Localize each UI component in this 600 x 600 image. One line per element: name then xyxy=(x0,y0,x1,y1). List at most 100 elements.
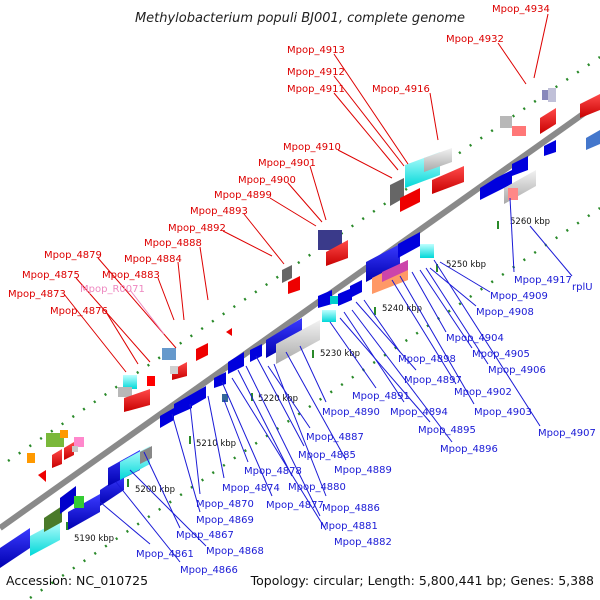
tick-label: 5190 kbp xyxy=(74,534,114,544)
gene-label-red: Mpop_4912 xyxy=(287,67,345,78)
gene-label-blue: Mpop_4867 xyxy=(176,530,234,541)
gene-label-blue: Mpop_4868 xyxy=(206,546,264,557)
gene-top xyxy=(27,453,35,463)
gene-label-red: Mpop_4899 xyxy=(214,190,272,201)
gene-label-red: Mpop_4876 xyxy=(50,306,108,317)
gene-label-blue: Mpop_4905 xyxy=(472,349,530,360)
gene-bottom xyxy=(586,130,600,150)
gene-label-red: Mpop_4934 xyxy=(492,4,550,15)
leader-line xyxy=(285,351,347,461)
gene-bottom xyxy=(420,244,434,258)
gene-label-blue: Mpop_4870 xyxy=(196,499,254,510)
leader-line xyxy=(355,301,417,371)
gene-top xyxy=(46,433,64,447)
accession-text: Accession: NC_010725 xyxy=(6,573,148,588)
leader-line xyxy=(105,311,139,365)
leader-line xyxy=(177,261,185,321)
leader-line xyxy=(533,13,549,79)
leader-line xyxy=(231,377,327,531)
gene-top xyxy=(424,148,452,172)
dotted-track-inner xyxy=(29,206,600,600)
gene-bottom xyxy=(398,232,420,258)
gene-top xyxy=(288,276,300,294)
gene-label-red: Mpop_4910 xyxy=(283,142,341,153)
gene-bottom xyxy=(508,188,518,200)
gene-top xyxy=(64,442,74,460)
gene-label-blue: Mpop_4908 xyxy=(476,307,534,318)
leader-line xyxy=(199,246,209,301)
leader-line xyxy=(497,42,527,85)
leader-line xyxy=(299,345,327,403)
gene-label-blue: Mpop_4887 xyxy=(306,432,364,443)
gene-label-blue: rplU xyxy=(572,282,593,293)
gene-top xyxy=(60,430,68,438)
tick-label: 5200 kbp xyxy=(135,485,175,495)
leader-line xyxy=(337,149,393,179)
leader-line xyxy=(63,293,127,373)
gene-label-red: Mpop_4884 xyxy=(124,254,182,265)
leader-line xyxy=(223,399,249,463)
leader-line xyxy=(129,289,165,335)
gene-label-red: Mpop_4875 xyxy=(22,270,80,281)
leader-line xyxy=(339,317,431,423)
gene-bottom xyxy=(222,394,228,402)
tick-label: 5260 kbp xyxy=(510,217,550,227)
gene-bottom xyxy=(140,446,152,464)
gene-label-blue: Mpop_4886 xyxy=(322,503,380,514)
gene-label-blue: Mpop_4874 xyxy=(222,483,280,494)
gene-bottom xyxy=(30,520,60,556)
leader-line xyxy=(333,75,405,167)
leader-line xyxy=(207,395,225,479)
leader-line xyxy=(273,363,327,497)
leader-line xyxy=(255,355,305,447)
gene-bottom xyxy=(544,140,556,156)
rna-labels: Mpop_R0071 xyxy=(80,284,165,335)
leader-line xyxy=(287,182,323,223)
gene-label-blue: Mpop_4906 xyxy=(488,365,546,376)
gene-top xyxy=(162,348,176,360)
leader-line xyxy=(411,271,447,333)
bottom-strand-labels: Mpop_4917 rplU Mpop_4909 Mpop_4908 Mpop_… xyxy=(99,197,596,576)
gene-top xyxy=(540,108,556,134)
gene-bottom xyxy=(228,352,244,374)
leader-line xyxy=(429,267,477,307)
gene-bottom xyxy=(250,344,262,362)
gene-bottom xyxy=(68,494,100,530)
leader-line xyxy=(363,299,401,353)
gene-label-blue: Mpop_4882 xyxy=(334,537,392,548)
leader-line xyxy=(391,279,457,385)
gene-top xyxy=(400,188,420,212)
gene-bottom xyxy=(496,170,512,192)
gene-label-blue: Mpop_4889 xyxy=(334,465,392,476)
leader-line xyxy=(99,501,151,545)
leader-line xyxy=(399,275,475,405)
gene-label-blue: Mpop_4917 xyxy=(514,275,572,286)
leader-line xyxy=(429,92,439,141)
leader-line xyxy=(509,197,515,273)
gene-label-red: Mpop_4911 xyxy=(287,84,345,95)
gene-bottom xyxy=(74,496,84,508)
gene-label-blue: Mpop_4869 xyxy=(196,515,254,526)
gene-top xyxy=(226,328,232,336)
tick-label: 5250 kbp xyxy=(446,260,486,270)
gene-label-red: Mpop_4913 xyxy=(287,45,345,56)
leader-line xyxy=(237,369,293,477)
gene-label-blue: Mpop_4897 xyxy=(404,375,462,386)
gene-label-red: Mpop_4900 xyxy=(238,175,296,186)
leader-line xyxy=(529,225,573,277)
leader-line xyxy=(129,469,207,547)
gene-label-blue: Mpop_4904 xyxy=(446,333,504,344)
gene-top xyxy=(326,240,348,266)
leader-line xyxy=(267,365,311,429)
gene-top xyxy=(124,389,150,412)
gene-top xyxy=(196,343,208,361)
gene-bottom xyxy=(512,156,528,176)
gene-label-blue: Mpop_4902 xyxy=(454,387,512,398)
bottom-strand-genes xyxy=(0,130,600,568)
gene-top xyxy=(500,116,512,128)
gene-top xyxy=(548,88,556,102)
gene-bottom xyxy=(382,260,408,282)
gene-label-blue: Mpop_4896 xyxy=(440,444,498,455)
gene-label-blue: Mpop_4891 xyxy=(352,391,410,402)
